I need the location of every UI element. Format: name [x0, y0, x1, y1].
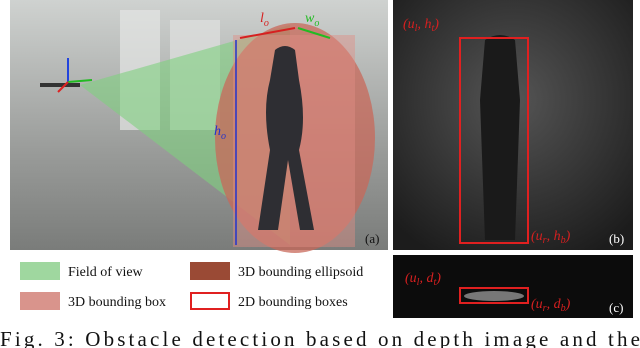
length-arrow: [239, 27, 296, 39]
bbox-2d: [459, 287, 529, 304]
swatch: [20, 292, 60, 310]
t: ): [565, 297, 571, 312]
panel-label: (a): [365, 231, 379, 246]
panel-b: (ul, ht) (ur, hb) (b): [393, 0, 633, 250]
corner-label: (ul, dt): [405, 271, 441, 288]
swatch: [190, 292, 230, 310]
t: , d: [547, 297, 562, 312]
sub: o: [221, 131, 226, 142]
width-arrow: [297, 27, 331, 39]
width-label: wo: [305, 11, 319, 29]
bbox-2d: [459, 37, 529, 244]
sub: l: [417, 277, 420, 288]
sub: b: [561, 235, 566, 246]
legend-label: 3D bounding ellipsoid: [238, 265, 363, 280]
legend-label: Field of view: [68, 265, 144, 280]
sub: o: [314, 18, 319, 29]
legend-label: 3D bounding box: [68, 295, 166, 310]
t: , h: [417, 17, 431, 32]
corner-label: (ul, ht): [403, 17, 439, 34]
legend: Field of view 3D bounding ellipsoid 3D b…: [20, 262, 363, 310]
sym: w: [305, 11, 315, 26]
sub: r: [543, 303, 547, 314]
t: , h: [547, 229, 561, 244]
swatch: [190, 262, 230, 280]
sub: b: [561, 303, 566, 314]
height-label: ho: [214, 124, 226, 142]
axis-x: [57, 81, 69, 93]
corner-label: (ur, hb): [531, 229, 571, 246]
length-label: lo: [260, 11, 269, 29]
panel-label: (c): [609, 300, 623, 315]
t: ): [565, 229, 571, 244]
panel-label: (b): [609, 231, 624, 246]
panel-c: (ul, dt) (ur, db) (c): [393, 255, 633, 318]
t: (u: [531, 229, 543, 244]
sub: o: [264, 18, 269, 29]
corner-label: (ur, db): [531, 297, 571, 314]
t: (u: [531, 297, 543, 312]
depth-map: [393, 255, 633, 318]
t: , d: [419, 271, 434, 286]
t: (u: [405, 271, 417, 286]
sub: t: [431, 23, 434, 34]
t: (u: [403, 17, 415, 32]
t: ): [433, 17, 439, 32]
sub: r: [543, 235, 547, 246]
sym: l: [260, 11, 264, 26]
obstacle: [464, 291, 524, 301]
sym: h: [214, 124, 221, 139]
axis-y: [67, 79, 93, 83]
swatch: [20, 262, 60, 280]
caption: Fig. 3: Obstacle detection based on dept…: [0, 327, 640, 348]
person-depth: [480, 35, 520, 240]
person: [258, 46, 314, 230]
legend-label: 2D bounding boxes: [238, 295, 348, 310]
t: ): [435, 271, 441, 286]
sub: t: [433, 277, 436, 288]
panel-a: lo wo ho (a): [10, 0, 388, 253]
sub: l: [415, 23, 418, 34]
